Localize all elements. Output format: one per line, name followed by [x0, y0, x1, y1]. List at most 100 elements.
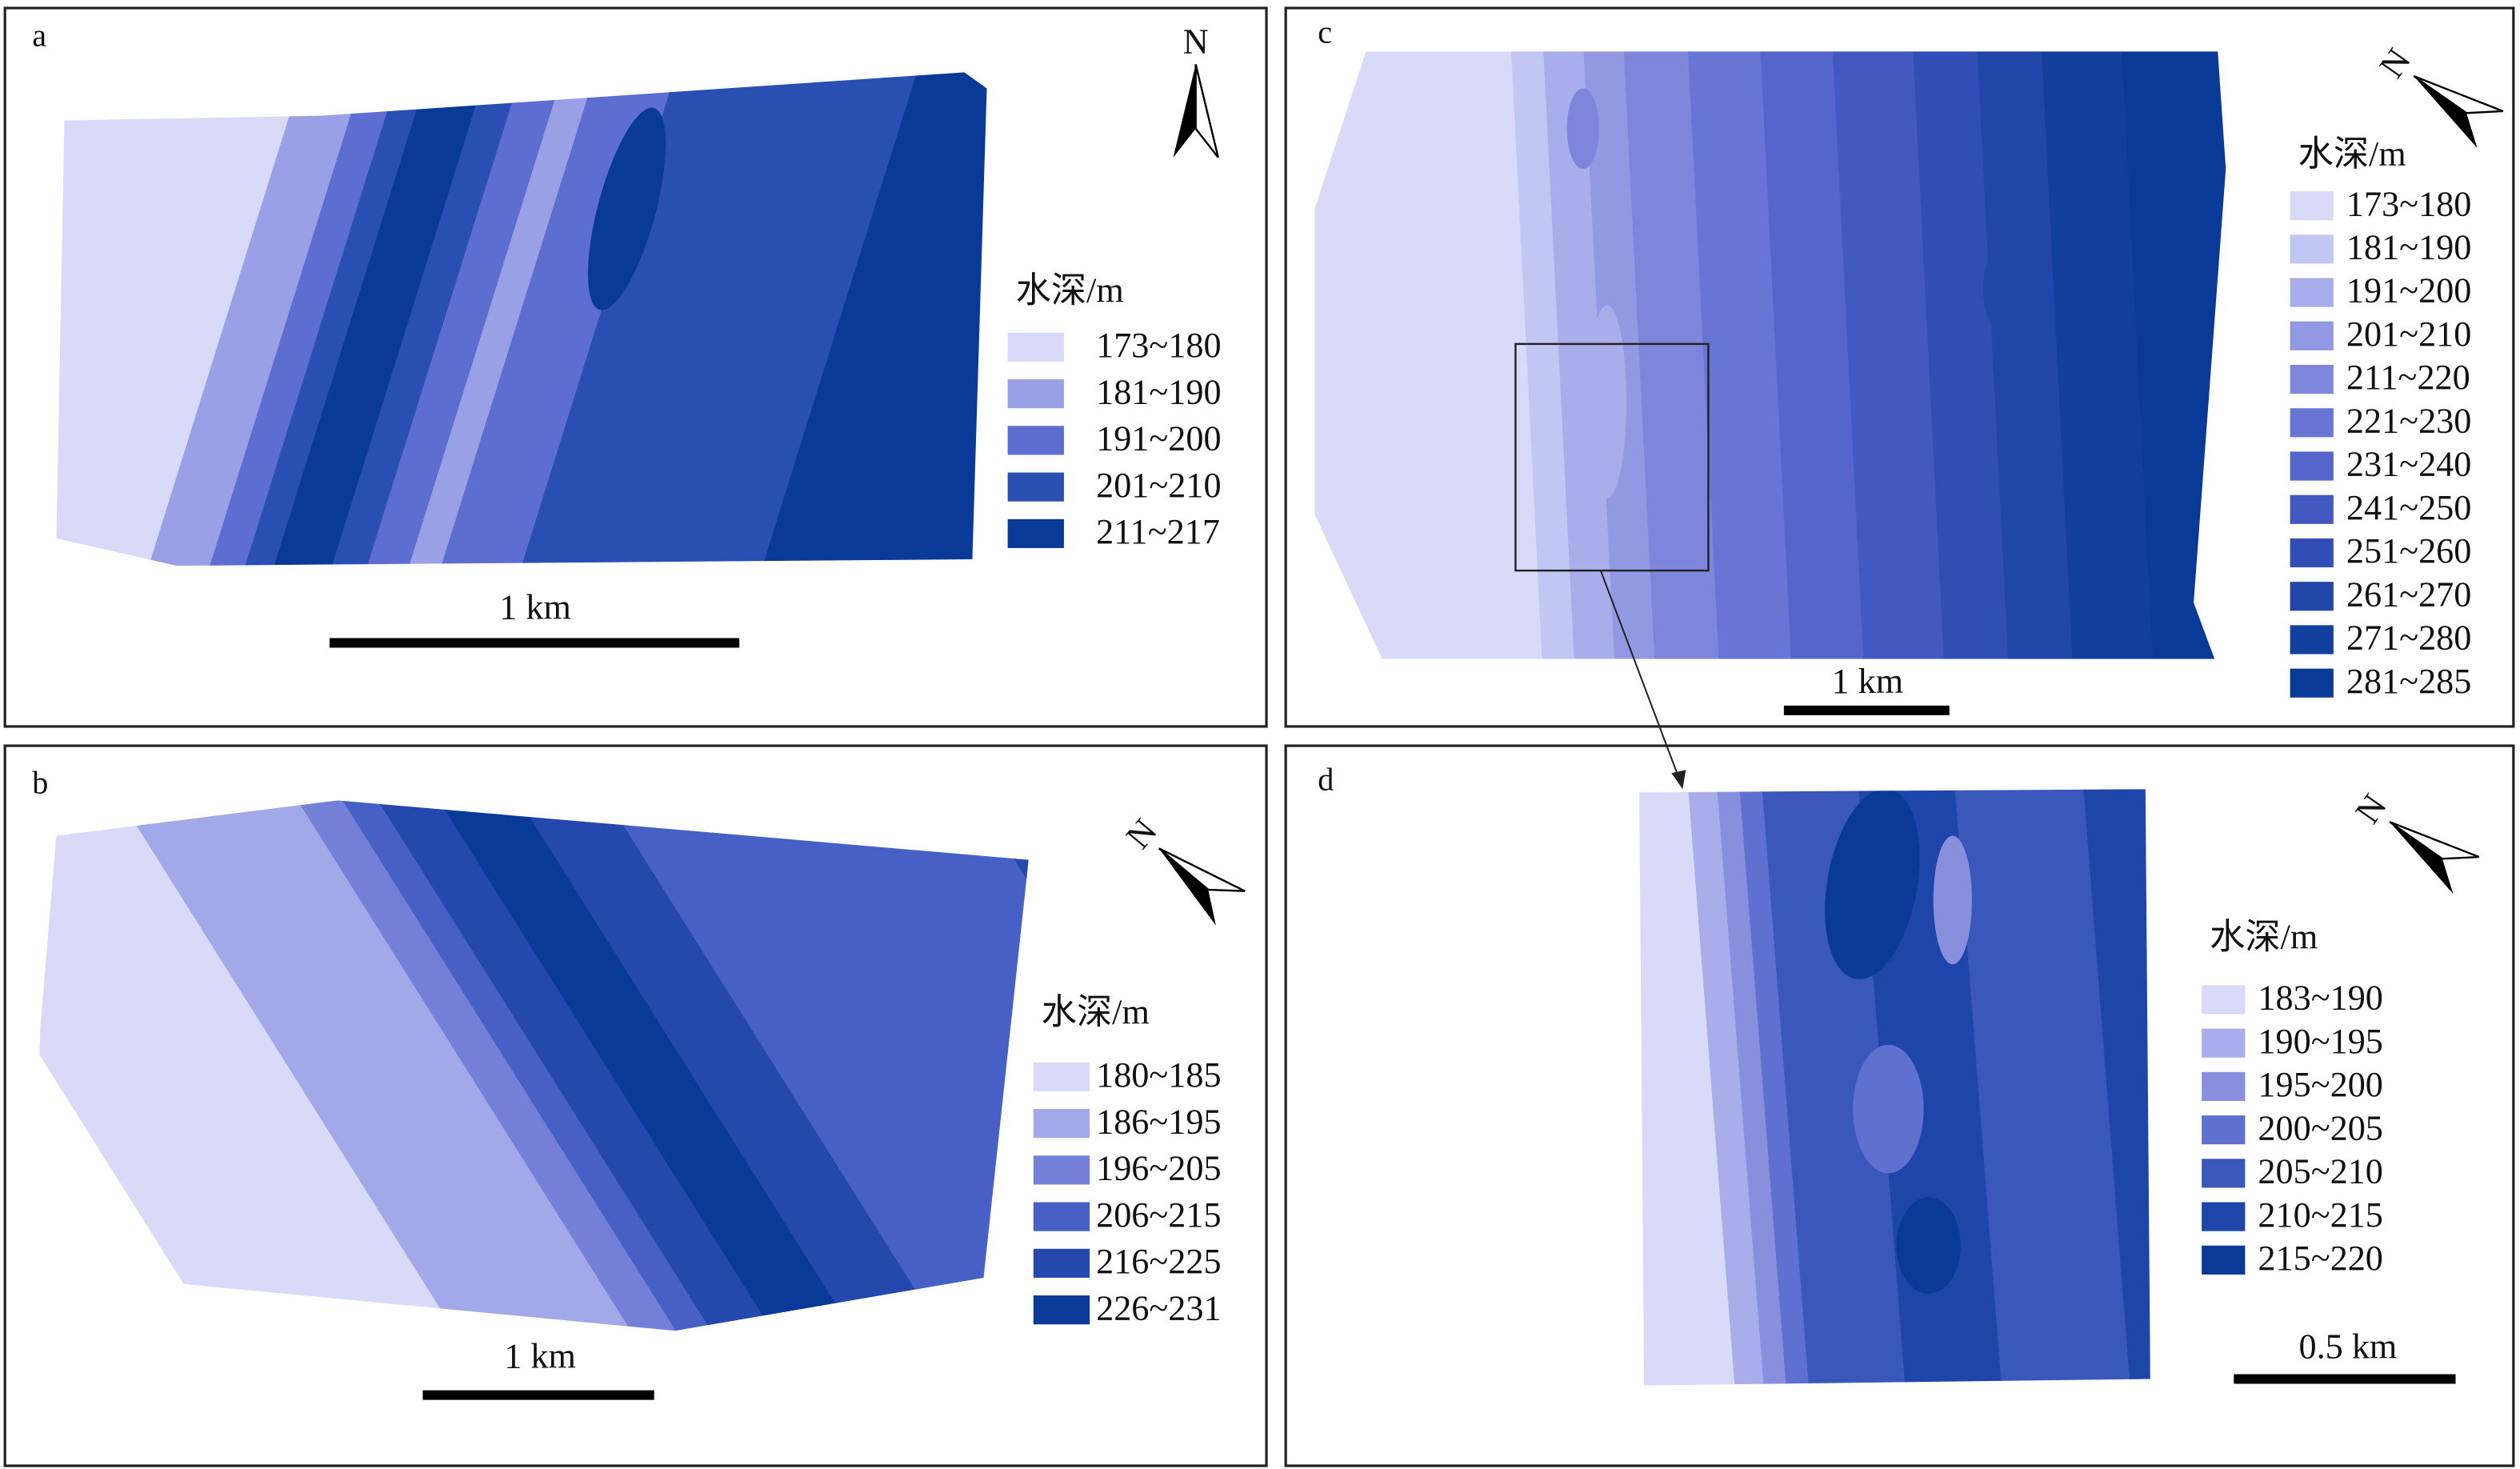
depth-band — [1954, 789, 2133, 1386]
legend-label: 181~190 — [2346, 228, 2471, 267]
depth-band — [327, 72, 526, 566]
legend-label: 210~215 — [2258, 1195, 2382, 1235]
panel-label: c — [1318, 14, 1332, 50]
depth-band — [32, 800, 468, 1331]
legend-swatch — [1033, 1155, 1090, 1185]
depth-patch — [1853, 1044, 1924, 1174]
legend-label: 195~200 — [2258, 1065, 2382, 1104]
legend-swatch — [2290, 364, 2334, 394]
north-arrow: N — [2372, 42, 2504, 149]
north-arrow-shape — [1173, 64, 1196, 158]
scale-label: 1 km — [504, 1337, 576, 1376]
legend-swatch — [2290, 278, 2334, 307]
scale-label: 1 km — [1832, 662, 1904, 701]
north-arrow-shape — [2413, 75, 2504, 114]
depth-patch — [1566, 88, 1599, 169]
legend-swatch — [1007, 379, 1064, 409]
depth-band — [599, 800, 1029, 1331]
legend-swatch — [1033, 1109, 1090, 1139]
legend-label: 183~190 — [2258, 979, 2382, 1018]
inset-arrow — [1599, 570, 1681, 780]
legend-label: 281~285 — [2346, 662, 2471, 701]
north-label: N — [2372, 42, 2418, 85]
depth-band — [370, 800, 786, 1331]
legend-swatch — [2290, 191, 2334, 221]
depth-patch — [926, 83, 971, 116]
legend-title: 水深/m — [2210, 917, 2318, 956]
depth-patch — [1896, 1197, 1961, 1295]
north-arrow-shape — [2389, 821, 2480, 860]
legend-label: 231~240 — [2346, 445, 2471, 484]
legend-swatch — [1033, 1062, 1090, 1091]
legend-swatch — [2202, 1028, 2246, 1058]
depth-band — [1687, 51, 1794, 659]
legend-swatch — [2202, 1071, 2246, 1101]
depth-band — [1542, 51, 1617, 659]
depth-patch — [1933, 835, 1972, 965]
depth-band — [144, 72, 369, 566]
depth-band — [241, 72, 433, 566]
legend-title: 水深/m — [1042, 993, 1150, 1032]
north-label: N — [1183, 22, 1209, 61]
depth-band — [1832, 51, 1946, 659]
legend-title: 水深/m — [1016, 271, 1124, 310]
bathymetry — [32, 800, 1029, 1331]
north-arrow: N — [1118, 811, 1246, 926]
legend-label: 241~250 — [2346, 488, 2471, 527]
depth-patch — [721, 1178, 790, 1297]
panel-frame — [3, 6, 1268, 728]
legend-label: 215~220 — [2258, 1239, 2382, 1278]
legend-label: 251~260 — [2346, 531, 2471, 570]
depth-band — [517, 72, 922, 566]
bathymetry — [1314, 51, 2226, 659]
legend-swatch — [2202, 1202, 2246, 1231]
panel-label: b — [32, 764, 48, 800]
depth-band — [56, 72, 307, 566]
depth-band — [1510, 51, 1577, 659]
legend-label: 186~195 — [1096, 1102, 1221, 1141]
depth-band — [112, 800, 645, 1331]
legend-swatch — [1033, 1295, 1090, 1325]
legend-label: 191~200 — [2346, 271, 2471, 310]
legend-label: 205~210 — [2258, 1152, 2382, 1191]
legend-label: 221~230 — [2346, 401, 2471, 440]
depth-patch — [1982, 257, 2003, 322]
scale-label: 1 km — [499, 587, 571, 626]
depth-patch — [1587, 305, 1626, 498]
legend-title: 水深/m — [2298, 134, 2406, 174]
bathymetry — [1639, 789, 2150, 1386]
depth-band — [334, 800, 726, 1331]
panel-label: d — [1318, 761, 1334, 797]
scale-label: 0.5 km — [2299, 1327, 2398, 1366]
legend-swatch — [2290, 408, 2334, 438]
north-arrow-shape — [2390, 822, 2454, 895]
depth-band — [1738, 789, 1812, 1386]
north-arrow: N — [2348, 787, 2480, 895]
depth-band — [758, 72, 987, 566]
depth-band — [1759, 51, 1866, 659]
north-label: N — [1118, 811, 1165, 856]
legend-swatch — [2202, 985, 2246, 1015]
panel-frame — [1284, 6, 2515, 728]
panel-frame — [3, 744, 1268, 1467]
legend-label: 261~270 — [2346, 574, 2471, 614]
legend-label: 180~185 — [1096, 1055, 1221, 1095]
north-label: N — [2348, 787, 2394, 831]
depth-band — [289, 800, 690, 1331]
panel-label: a — [32, 17, 46, 53]
north-arrow-shape — [1158, 847, 1246, 892]
legend-label: 173~180 — [2346, 184, 2471, 223]
legend-label: 201~210 — [2346, 314, 2471, 354]
legend-swatch — [1007, 472, 1064, 502]
maps: a N 水深/m 173~180 181~190 191~200 201~210 211~21… — [32, 14, 2504, 1400]
legend-swatch — [2290, 321, 2334, 350]
legend-label: 226~231 — [1096, 1288, 1221, 1327]
legend-label: 211~220 — [2346, 358, 2470, 397]
legend-swatch — [1033, 1248, 1090, 1278]
legend-swatch — [1007, 426, 1064, 455]
depth-patch — [1825, 789, 1920, 979]
legend-swatch — [1033, 1202, 1090, 1231]
legend-label: 216~225 — [1096, 1242, 1221, 1281]
depth-band — [1716, 789, 1789, 1386]
